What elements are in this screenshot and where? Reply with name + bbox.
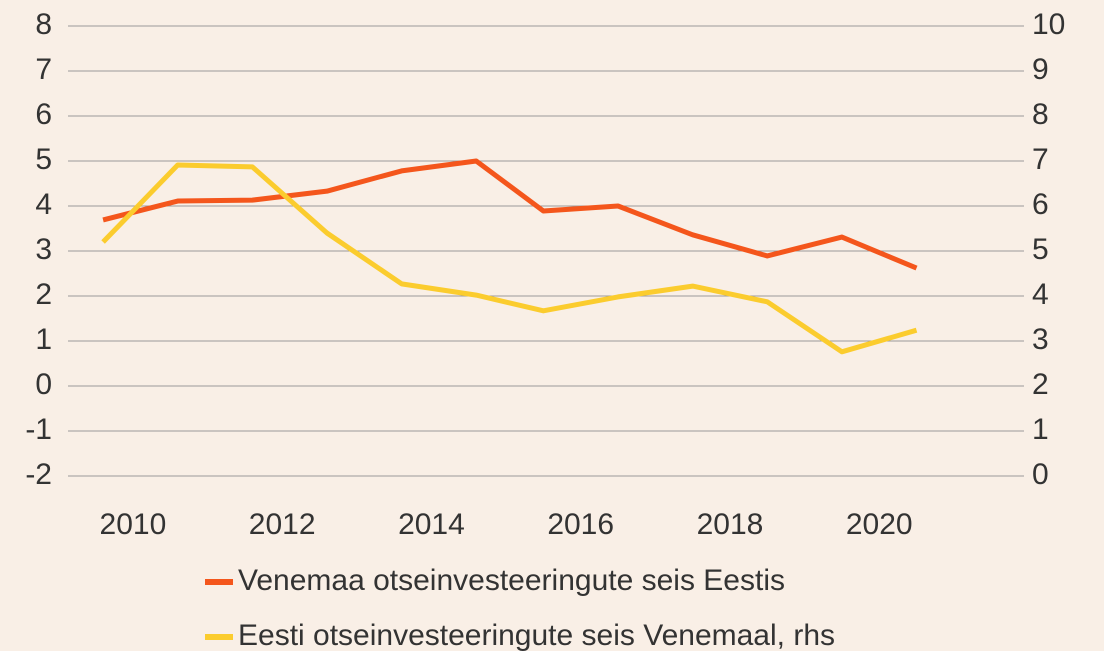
y-tick-label: 5: [35, 143, 52, 176]
legend-swatch: [205, 579, 233, 585]
y-tick-label: 3: [35, 233, 52, 266]
y-tick-label: -2: [25, 458, 52, 491]
x-tick-label: 2014: [398, 508, 465, 541]
x-tick-label: 2016: [547, 508, 614, 541]
y2-tick-label: 6: [1032, 188, 1049, 221]
y-tick-label: 2: [35, 278, 52, 311]
y-tick-label: 8: [35, 8, 52, 41]
y2-tick-label: 3: [1032, 323, 1049, 356]
y-tick-label: 0: [35, 368, 52, 401]
y2-tick-label: 9: [1032, 53, 1049, 86]
series-line: [102, 158, 918, 271]
y2-tick-label: 1: [1032, 413, 1049, 446]
x-tick-label: 2012: [249, 508, 316, 541]
legend-label: Eesti otseinvesteeringute seis Venemaal,…: [238, 619, 835, 651]
y-tick-label: 1: [35, 323, 52, 356]
legend-label: Venemaa otseinvesteeringute seis Eestis: [238, 564, 785, 597]
y-tick-label: 7: [35, 53, 52, 86]
y2-tick-label: 4: [1032, 278, 1049, 311]
y2-tick-label: 8: [1032, 98, 1049, 131]
y2-tick-label: 10: [1032, 8, 1065, 41]
y2-tick-label: 7: [1032, 143, 1049, 176]
x-tick-label: 2018: [697, 508, 764, 541]
y-tick-label: 4: [35, 188, 52, 221]
y2-tick-label: 5: [1032, 233, 1049, 266]
x-tick-label: 2010: [100, 508, 167, 541]
y2-tick-label: 0: [1032, 458, 1049, 491]
legend-swatch: [205, 634, 233, 640]
y-tick-label: -1: [25, 413, 52, 446]
x-tick-label: 2020: [846, 508, 913, 541]
series-line: [101, 162, 918, 355]
y-tick-label: 6: [35, 98, 52, 131]
y2-tick-label: 2: [1032, 368, 1049, 401]
